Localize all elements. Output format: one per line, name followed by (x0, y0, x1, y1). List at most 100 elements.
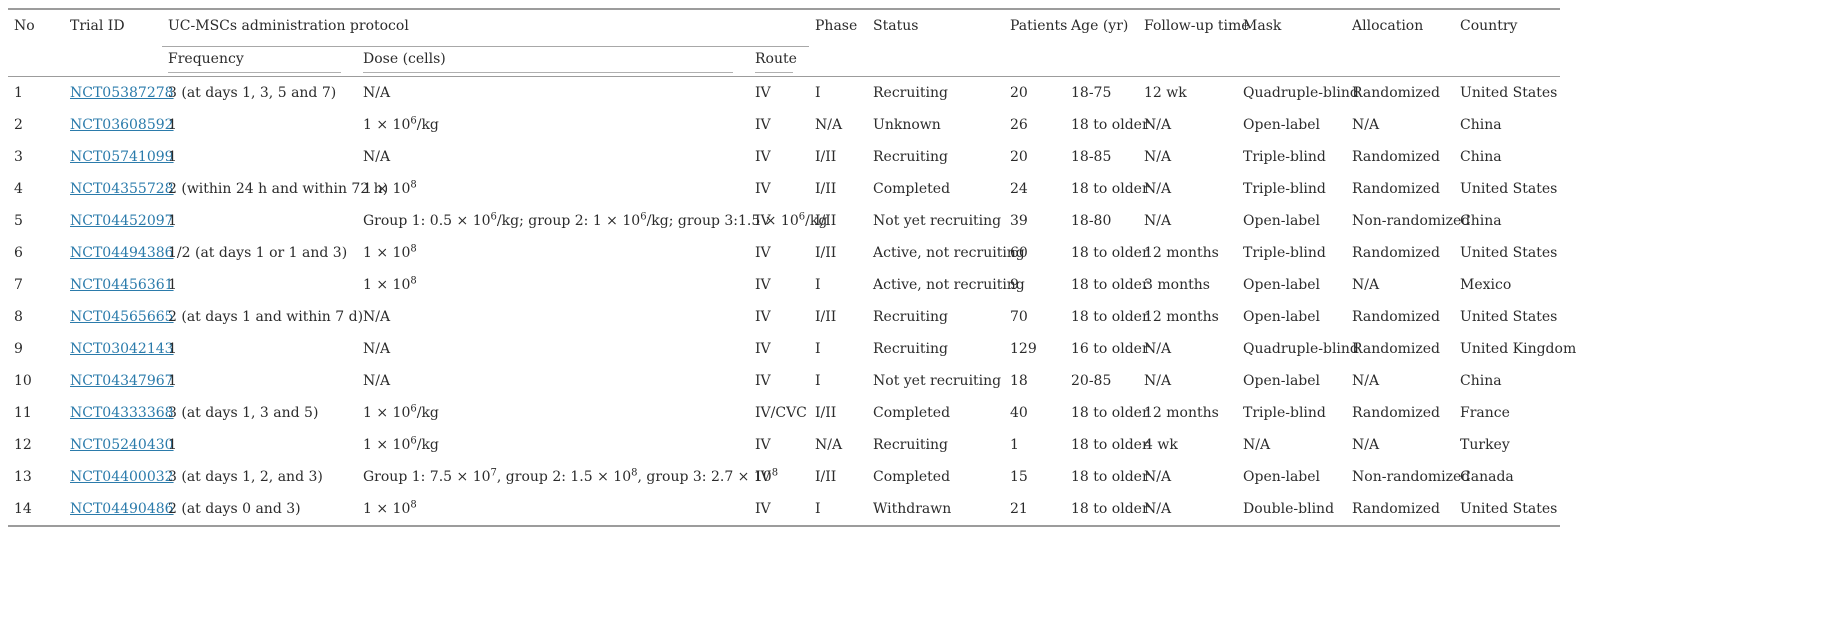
table-row: 5 NCT04452097 1 Group 1: 0.5 × 106/kg; grou… (8, 205, 1560, 237)
cell-age: 18 to older (1071, 181, 1149, 197)
cell-dose: N/A (363, 149, 391, 165)
cell-frequency: 1 (168, 341, 177, 357)
cell-country: Mexico (1460, 277, 1512, 293)
cell-country: Turkey (1460, 437, 1510, 453)
cell-allocation: Randomized (1352, 309, 1441, 325)
cell-route: IV (755, 213, 771, 229)
cell-trial-id: NCT04456361 (64, 269, 174, 301)
cell-mask: N/A (1243, 437, 1271, 453)
trial-id-link[interactable]: NCT04333368 (70, 405, 174, 421)
cell-route: IV/CVC (755, 405, 807, 421)
cell-status: Recruiting (873, 149, 948, 165)
cell-allocation: Randomized (1352, 181, 1441, 197)
cell-mask: Open-label (1243, 373, 1321, 389)
cell-allocation: Non-randomized (1352, 213, 1471, 229)
cell-age: 18 to older (1071, 309, 1149, 325)
cell-allocation: N/A (1352, 117, 1380, 133)
cell-status: Recruiting (873, 437, 948, 453)
trial-id-link[interactable]: NCT04494386 (70, 245, 174, 261)
trial-id-link[interactable]: NCT04347967 (70, 373, 174, 389)
cell-mask: Triple-blind (1243, 149, 1326, 165)
cell-mask: Open-label (1243, 277, 1321, 293)
cell-allocation: Randomized (1352, 85, 1441, 101)
table-row: 13 NCT04400032 3 (at days 1, 2, and 3) Grou… (8, 461, 1560, 493)
trial-id-link[interactable]: NCT03042143 (70, 341, 174, 357)
trial-id-link[interactable]: NCT04456361 (70, 277, 174, 293)
cell-mask: Open-label (1243, 309, 1321, 325)
cell-mask: Open-label (1243, 117, 1321, 133)
table-row: 11 NCT04333368 3 (at days 1, 3 and 5) 1 × 1… (8, 397, 1560, 429)
cell-allocation: Randomized (1352, 501, 1441, 517)
table-row: 4 NCT04355728 2 (within 24 h and within 72… (8, 173, 1560, 205)
trial-id-link[interactable]: NCT04452097 (70, 213, 174, 229)
cell-trial-id: NCT04490486 (64, 493, 174, 526)
cell-trial-id: NCT05387278 (64, 77, 174, 110)
cell-dose: 1 × 106/kg (363, 435, 439, 453)
cell-route: IV (755, 373, 771, 389)
cell-status: Withdrawn (873, 501, 952, 517)
cell-frequency: 3 (at days 1, 2, and 3) (168, 469, 323, 485)
cell-trial-id: NCT04355728 (64, 173, 174, 205)
cell-frequency: 3 (at days 1, 3, 5 and 7) (168, 85, 337, 101)
cell-followup: N/A (1144, 117, 1172, 133)
trial-id-link[interactable]: NCT05741099 (70, 149, 174, 165)
cell-dose: 1 × 106/kg (363, 115, 439, 133)
trial-id-link[interactable]: NCT04565665 (70, 309, 174, 325)
cell-mask: Triple-blind (1243, 245, 1326, 261)
cell-trial-id: NCT04333368 (64, 397, 174, 429)
header-route: Route (749, 46, 810, 77)
trial-id-link[interactable]: NCT03608592 (70, 117, 174, 133)
cell-frequency: 1 (168, 437, 177, 453)
cell-age: 16 to older (1071, 341, 1149, 357)
cell-age: 18 to older (1071, 117, 1149, 133)
cell-phase: I/II (815, 213, 837, 229)
cell-followup: N/A (1144, 149, 1172, 165)
trial-id-link[interactable]: NCT05240430 (70, 437, 174, 453)
cell-followup: N/A (1144, 501, 1172, 517)
cell-followup: N/A (1144, 373, 1172, 389)
cell-patients: 70 (1010, 309, 1028, 325)
cell-followup: 12 months (1144, 405, 1219, 421)
cell-no: 10 (14, 373, 32, 389)
cell-allocation: Randomized (1352, 341, 1441, 357)
cell-status: Active, not recruiting (873, 277, 1025, 293)
cell-allocation: N/A (1352, 437, 1380, 453)
cell-frequency: 1 (168, 213, 177, 229)
cell-route: IV (755, 85, 771, 101)
cell-phase: I/II (815, 181, 837, 197)
cell-country: Canada (1460, 469, 1514, 485)
cell-dose: 1 × 108 (363, 179, 417, 197)
cell-patients: 40 (1010, 405, 1028, 421)
cell-no: 14 (14, 501, 32, 517)
cell-route: IV (755, 341, 771, 357)
header-status: Status (867, 9, 1005, 77)
cell-trial-id: NCT04400032 (64, 461, 174, 493)
cell-country: United States (1460, 181, 1558, 197)
cell-trial-id: NCT05240430 (64, 429, 174, 461)
cell-country: China (1460, 117, 1502, 133)
cell-dose: N/A (363, 373, 391, 389)
cell-mask: Triple-blind (1243, 181, 1326, 197)
table-row: 14 NCT04490486 2 (at days 0 and 3) 1 × 108 I… (8, 493, 1560, 526)
cell-phase: I/II (815, 309, 837, 325)
trial-id-link[interactable]: NCT04490486 (70, 501, 174, 517)
trial-id-link[interactable]: NCT04355728 (70, 181, 174, 197)
cell-followup: N/A (1144, 469, 1172, 485)
cell-patients: 21 (1010, 501, 1028, 517)
cell-age: 18 to older (1071, 437, 1149, 453)
cell-status: Completed (873, 181, 951, 197)
cell-phase: I (815, 85, 821, 101)
cell-mask: Double-blind (1243, 501, 1335, 517)
cell-frequency: 2 (within 24 h and within 72 h) (168, 181, 389, 197)
cell-phase: I/II (815, 469, 837, 485)
cell-no: 9 (14, 341, 23, 357)
trial-id-link[interactable]: NCT05387278 (70, 85, 174, 101)
cell-age: 18 to older (1071, 469, 1149, 485)
trial-id-link[interactable]: NCT04400032 (70, 469, 174, 485)
cell-dose: 1 × 108 (363, 499, 417, 517)
cell-no: 3 (14, 149, 23, 165)
table-row: 8 NCT04565665 2 (at days 1 and within 7 d)… (8, 301, 1560, 333)
cell-trial-id: NCT05741099 (64, 141, 174, 173)
cell-country: United Kingdom (1460, 341, 1577, 357)
